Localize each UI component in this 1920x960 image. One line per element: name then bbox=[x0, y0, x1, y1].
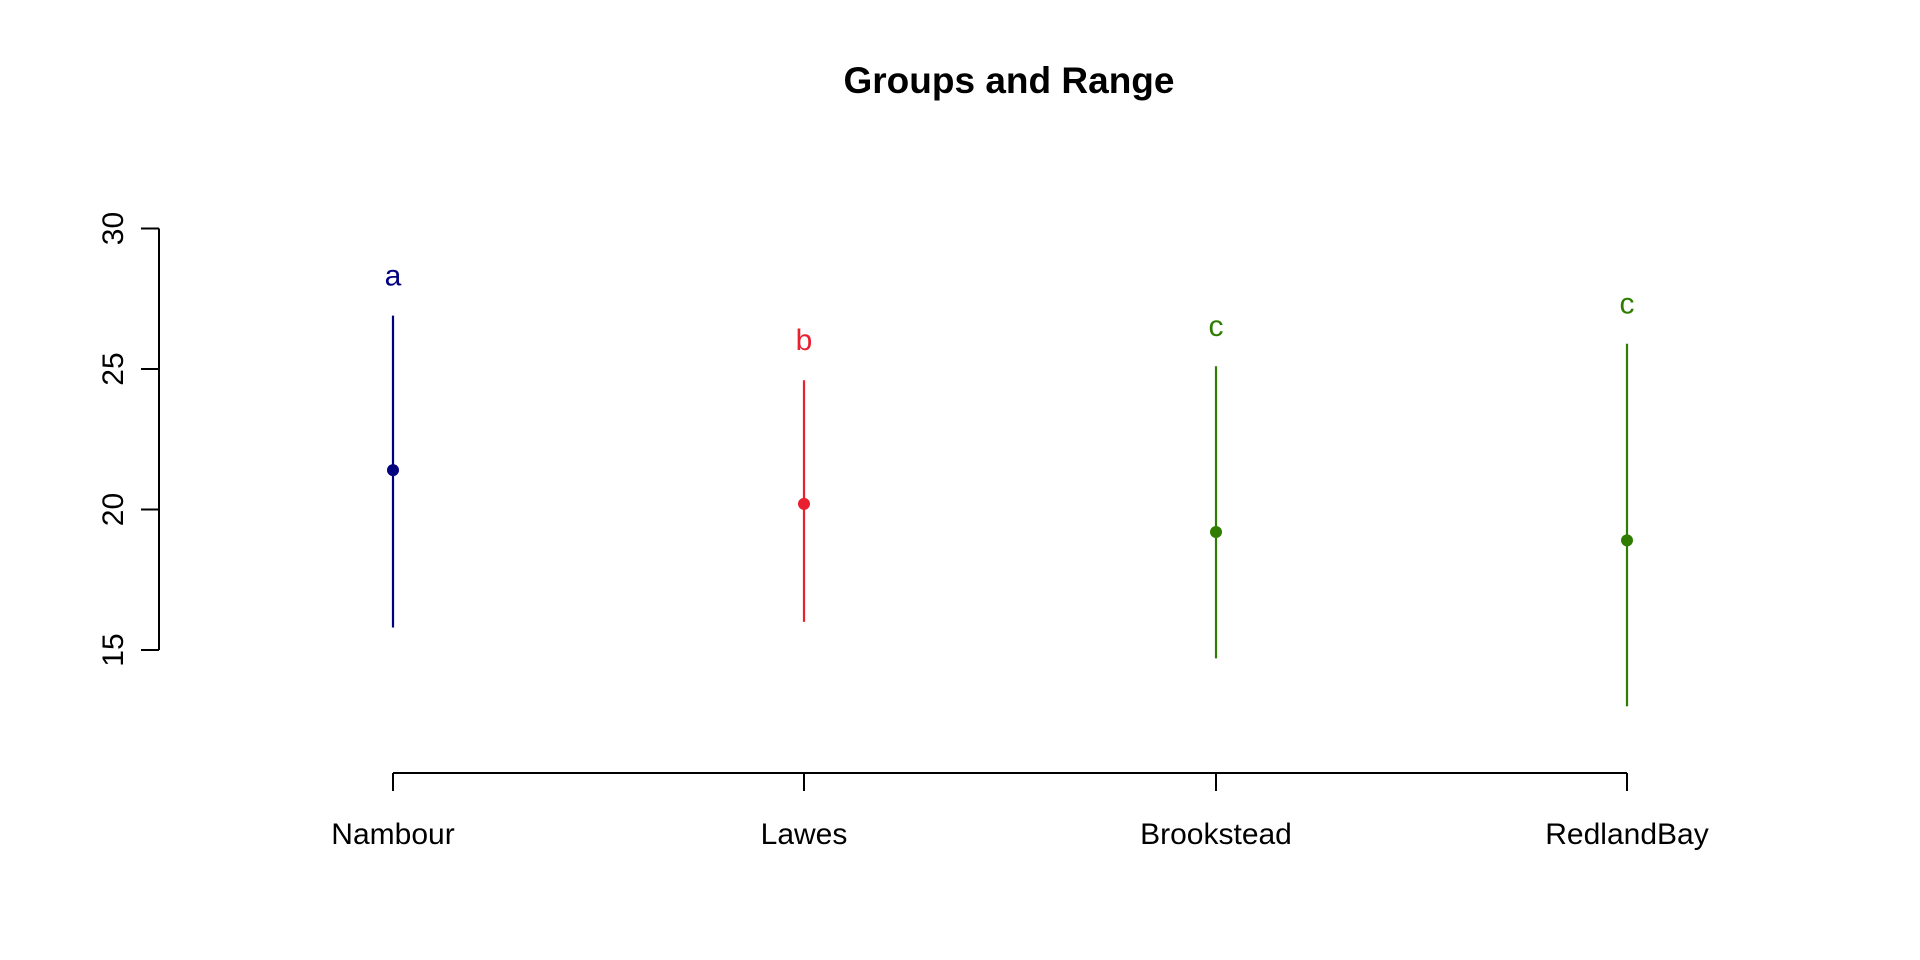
x-tick-label: RedlandBay bbox=[1545, 818, 1708, 851]
x-tick-label: Nambour bbox=[331, 818, 454, 851]
mean-point-lawes bbox=[798, 497, 810, 510]
chart-title: Groups and Range bbox=[844, 60, 1175, 101]
mean-point-redlandbay bbox=[1621, 534, 1633, 547]
x-axis: Nambour Lawes Brookstead RedlandBay bbox=[331, 772, 1709, 851]
group-letter-brookstead: c bbox=[1209, 310, 1224, 343]
group-letter-lawes: b bbox=[796, 324, 813, 357]
y-axis: 15 20 25 30 bbox=[97, 212, 160, 667]
y-tick-label: 30 bbox=[97, 212, 130, 245]
group-letter-nambour: a bbox=[385, 260, 402, 293]
data-marks: a b c c bbox=[385, 260, 1635, 707]
x-tick-label: Lawes bbox=[761, 818, 848, 851]
mean-point-nambour bbox=[387, 464, 399, 477]
x-tick-label: Brookstead bbox=[1140, 818, 1292, 851]
y-tick-label: 25 bbox=[97, 352, 130, 385]
y-tick-label: 20 bbox=[97, 493, 130, 526]
group-letter-redlandbay: c bbox=[1620, 288, 1635, 321]
y-tick-label: 15 bbox=[97, 633, 130, 666]
mean-point-brookstead bbox=[1210, 525, 1222, 538]
